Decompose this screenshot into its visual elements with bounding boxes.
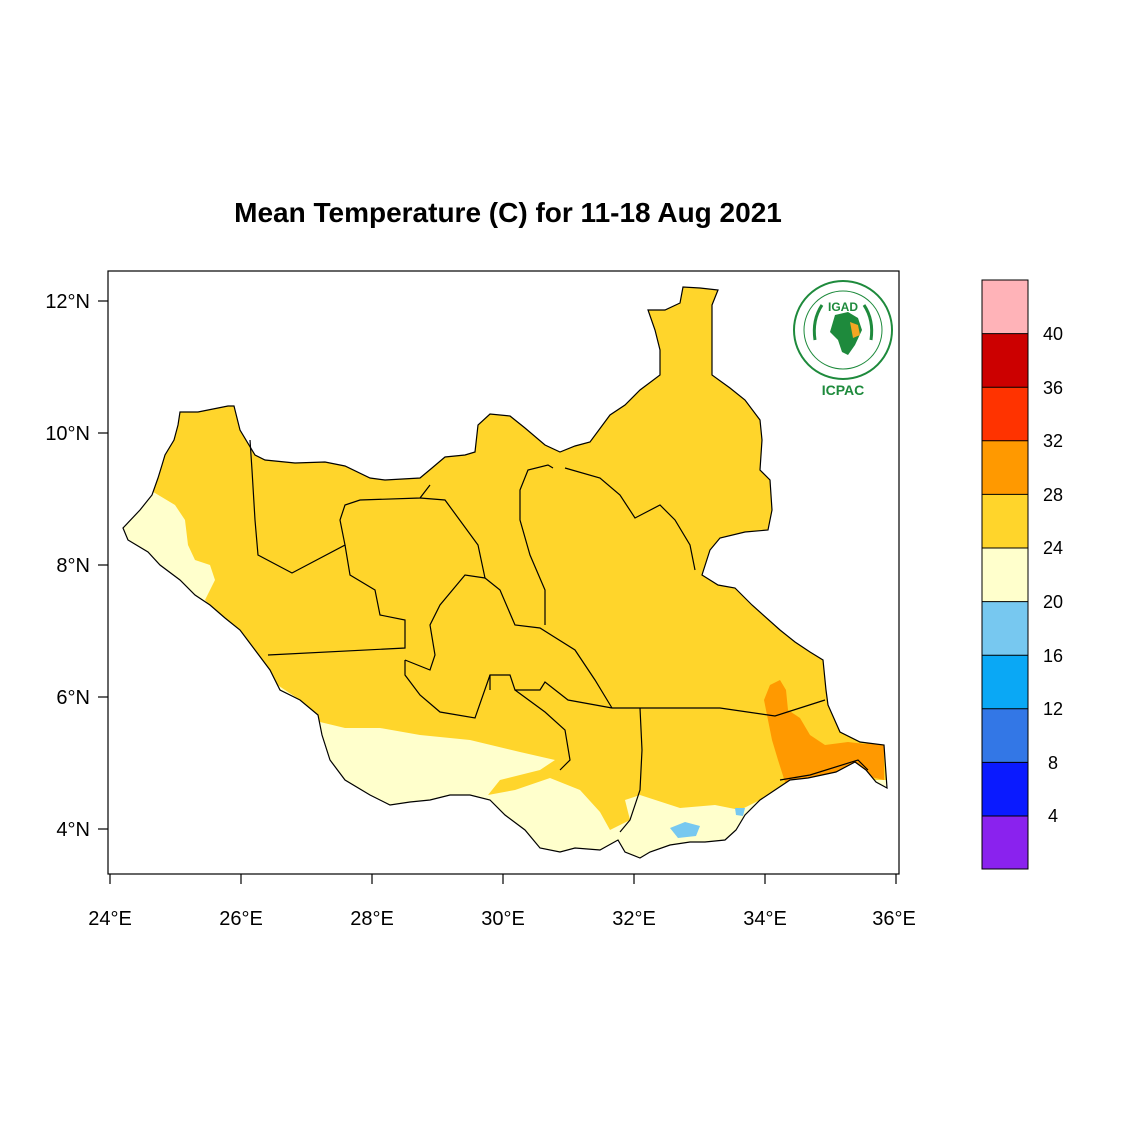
x-tick-label: 36°E: [872, 908, 916, 930]
temp-16-20-patch: [670, 822, 700, 838]
colorbar-label: 32: [1043, 431, 1063, 451]
igad-icpac-logo: IGAD ICPAC: [793, 280, 893, 398]
colorbar-label: 40: [1043, 324, 1063, 344]
y-tick-label: 8°N: [56, 555, 90, 577]
logo-icpac-text: ICPAC: [822, 382, 865, 398]
colorbar: 40 36 32 28 24 20 16 12 8 4: [981, 279, 1063, 870]
boundary-upper-nile-east: [564, 467, 696, 571]
boundary-eastern-central: [619, 707, 643, 833]
colorbar-swatch: [982, 548, 1028, 602]
x-tick-label: 32°E: [612, 908, 656, 930]
boundary-upper-nile-jonglei: [519, 464, 554, 625]
y-tick-label: 4°N: [56, 819, 90, 841]
map-title: Mean Temperature (C) for 11-18 Aug 2021: [234, 197, 782, 228]
colorbar-label: 12: [1043, 699, 1063, 719]
boundary-ilemi: [779, 759, 869, 781]
boundary-jonglei-eq: [612, 699, 826, 717]
y-axis-ticks: [98, 300, 108, 830]
logo-igad-text: IGAD: [828, 300, 858, 314]
boundary-central-eq: [514, 689, 571, 771]
laurel-right-icon: [862, 304, 874, 341]
x-axis-ticks: [109, 874, 897, 884]
x-tick-label: 30°E: [481, 908, 525, 930]
boundary-lakes-south: [404, 660, 613, 719]
boundary-unity-lakes: [404, 497, 486, 671]
state-boundaries: [249, 439, 869, 833]
x-tick-label: 28°E: [350, 908, 394, 930]
x-tick-label: 26°E: [219, 908, 263, 930]
logo-inner-ring: [803, 290, 883, 370]
colorbar-swatch: [982, 655, 1028, 709]
colorbar-label: 36: [1043, 378, 1063, 398]
colorbar-swatch: [982, 333, 1028, 388]
colorbar-frame: [981, 279, 1029, 870]
africa-map-icon: [830, 312, 862, 355]
colorbar-swatch: [982, 280, 1028, 334]
y-tick-label: 12°N: [45, 291, 90, 313]
colorbar-swatch: [982, 387, 1028, 441]
colorbar-swatch: [982, 440, 1028, 495]
boundary-warrap-lakes: [267, 544, 406, 656]
colorbar-label: 4: [1048, 806, 1058, 826]
colorbar-label: 28: [1043, 485, 1063, 505]
x-tick-label: 24°E: [88, 908, 132, 930]
temp-16-20-patch-small: [735, 808, 745, 816]
colorbar-swatch: [982, 494, 1028, 548]
colorbar-swatch: [982, 762, 1028, 816]
colorbar-label: 16: [1043, 646, 1063, 666]
boundary-jonglei-west: [484, 577, 613, 709]
y-tick-label: 6°N: [56, 687, 90, 709]
laurel-left-icon: [812, 304, 824, 341]
y-tick-label: 10°N: [45, 423, 90, 445]
colorbar-label: 24: [1043, 538, 1063, 558]
colorbar-swatch: [982, 708, 1028, 763]
colorbar-swatch: [982, 601, 1028, 656]
x-tick-label: 34°E: [743, 908, 787, 930]
colorbar-label: 20: [1043, 592, 1063, 612]
igad-region-icon: [850, 322, 860, 338]
colorbar-label: 8: [1048, 753, 1058, 773]
temp-28-32-zone: [764, 680, 884, 782]
colorbar-swatch: [982, 816, 1028, 869]
